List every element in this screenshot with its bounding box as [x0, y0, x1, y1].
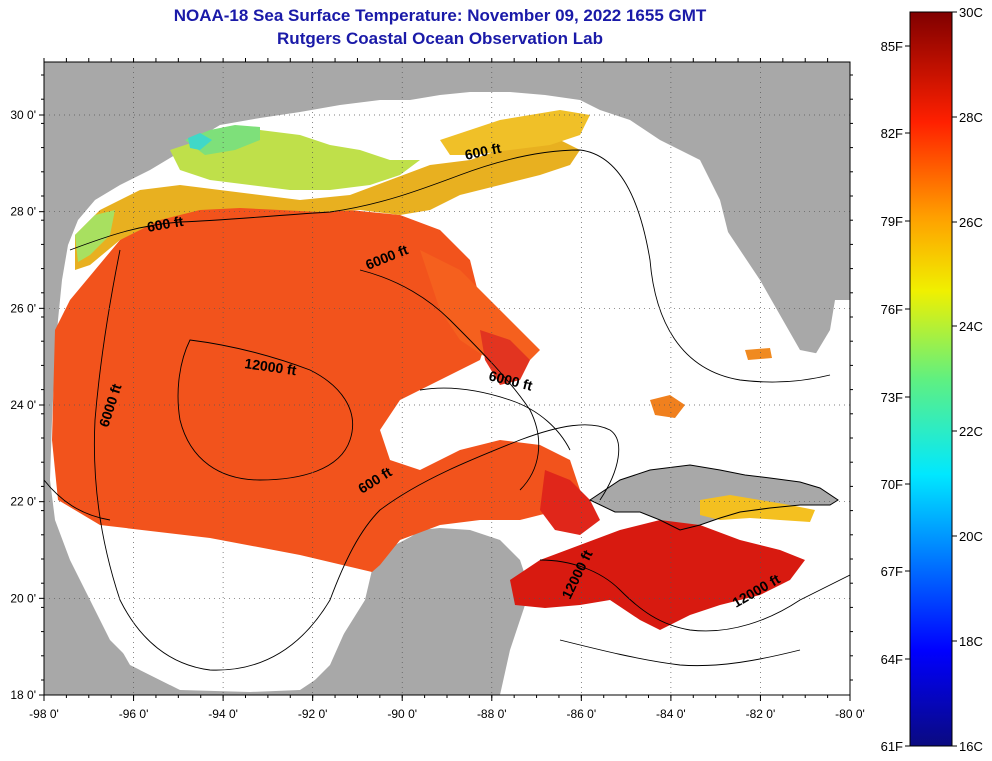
sst-data-field — [52, 110, 815, 630]
fahrenheit-label: 67F — [881, 564, 903, 579]
lat-tick-label: 30 0' — [10, 108, 36, 122]
celsius-label: 16C — [959, 739, 983, 754]
celsius-label: 24C — [959, 319, 983, 334]
map-subtitle: Rutgers Coastal Ocean Observation Lab — [277, 29, 603, 48]
fahrenheit-label: 64F — [881, 652, 903, 667]
fahrenheit-label: 73F — [881, 390, 903, 405]
lat-tick-label: 24 0' — [10, 398, 36, 412]
celsius-label: 30C — [959, 5, 983, 20]
lon-tick-label: -96 0' — [119, 707, 149, 721]
lon-tick-label: -80 0' — [835, 707, 865, 721]
celsius-label: 26C — [959, 215, 983, 230]
contour-labels: 600 ft 600 ft 6000 ft 12000 ft 6000 ft 6… — [96, 140, 783, 611]
graticule — [44, 62, 850, 695]
lat-tick-label: 22 0' — [10, 495, 36, 509]
lon-tick-label: -92 0' — [298, 707, 328, 721]
lon-tick-label: -84 0' — [656, 707, 686, 721]
fahrenheit-label: 61F — [881, 739, 903, 754]
color-scale-bar — [909, 11, 953, 747]
map-title: NOAA-18 Sea Surface Temperature: Novembe… — [173, 6, 707, 25]
lon-tick-label: -94 0' — [208, 707, 238, 721]
contour-label: 12000 ft — [244, 355, 298, 378]
land-cuba — [590, 465, 838, 530]
lat-tick-label: 26 0' — [10, 301, 36, 315]
latitude-axis: 30 0' 28 0' 26 0' 24 0' 22 0' 20 0' 18 0' — [10, 108, 36, 702]
coastlines — [588, 464, 839, 531]
contour-label: 600 ft — [463, 140, 502, 163]
fahrenheit-label: 79F — [881, 214, 903, 229]
fahrenheit-label: 70F — [881, 477, 903, 492]
fahrenheit-label: 76F — [881, 302, 903, 317]
lat-tick-label: 20 0' — [10, 591, 36, 605]
lon-tick-label: -88 0' — [477, 707, 507, 721]
celsius-scale: 30C 28C 26C 24C 22C 20C 18C 16C — [952, 5, 983, 754]
land-yucatan — [300, 530, 520, 695]
celsius-label: 28C — [959, 110, 983, 125]
land-masses — [44, 62, 850, 695]
fahrenheit-label: 85F — [881, 39, 903, 54]
lon-tick-label: -86 0' — [567, 707, 597, 721]
axis-ticks — [39, 58, 853, 701]
contour-label: 600 ft — [146, 213, 185, 235]
longitude-axis: -98 0' -96 0' -94 0' -92 0' -90 0' -88 0' -86 … — [29, 707, 865, 721]
celsius-label: 20C — [959, 529, 983, 544]
lat-tick-label: 18 0' — [10, 688, 36, 702]
bathymetry-contours — [44, 149, 850, 671]
lon-tick-label: -98 0' — [29, 707, 59, 721]
fahrenheit-scale: 85F 82F 79F 76F 73F 70F 67F 64F 61F — [881, 39, 910, 754]
lon-tick-label: -82 0' — [746, 707, 776, 721]
celsius-label: 22C — [959, 424, 983, 439]
lat-tick-label: 28 0' — [10, 205, 36, 219]
fahrenheit-label: 82F — [881, 126, 903, 141]
celsius-label: 18C — [959, 634, 983, 649]
lon-tick-label: -90 0' — [387, 707, 417, 721]
